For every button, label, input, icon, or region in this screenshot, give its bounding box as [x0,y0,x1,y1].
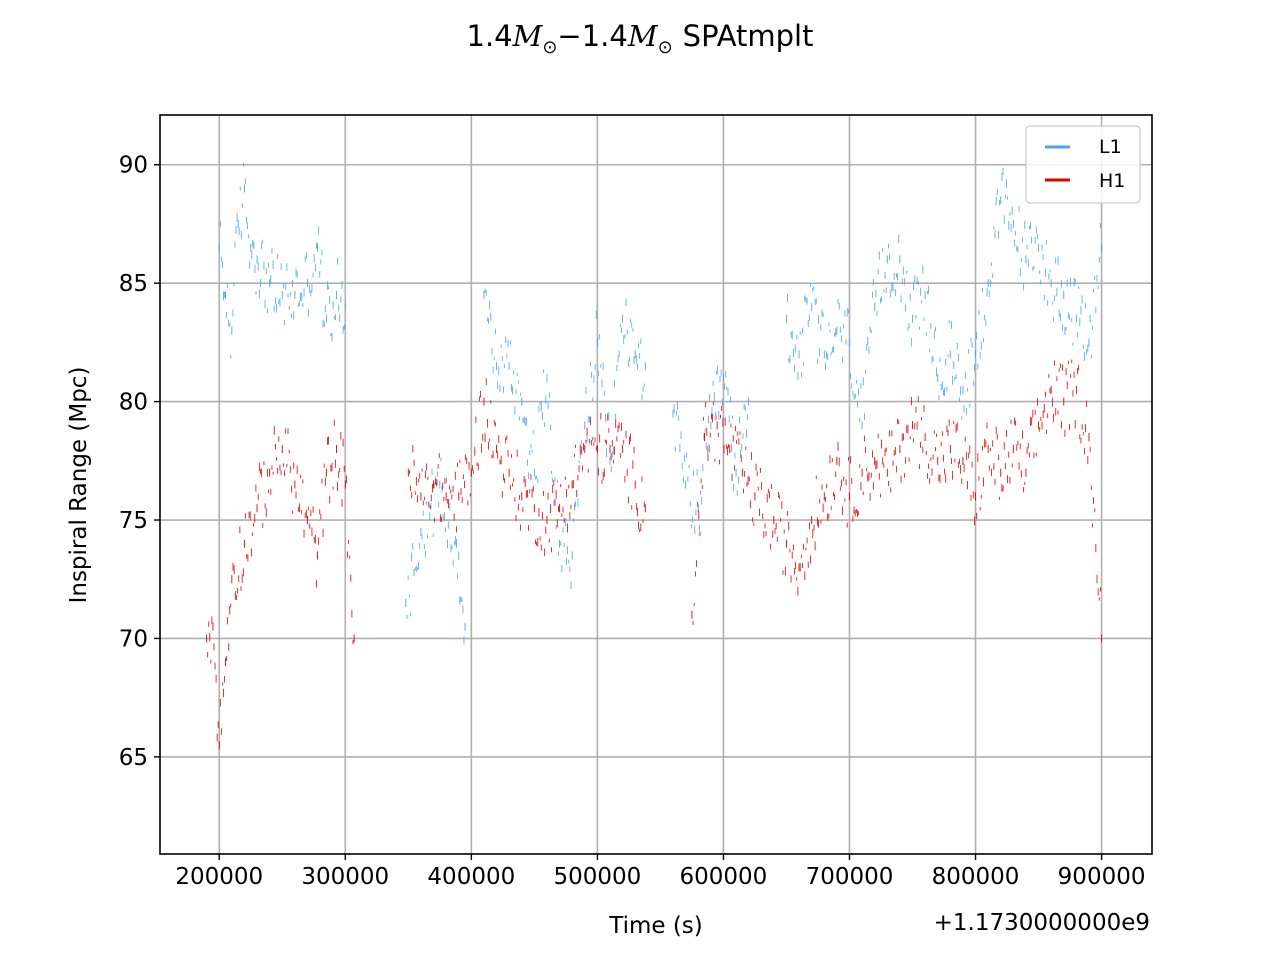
y-axis-label: Inspiral Range (Mpc) [66,367,92,604]
x-tick-label: 900000 [1058,864,1146,890]
title-subscript-1: ⊙ [542,37,557,58]
y-tick-label: 65 [119,745,148,771]
series-h1 [206,359,1103,750]
y-tick-label: 70 [119,626,148,652]
y-tick-label: 75 [119,508,148,534]
title-suffix: SPAtmplt [683,19,814,53]
legend-box [1025,125,1141,204]
x-tick-label: 800000 [932,864,1020,890]
plot-frame [159,114,1153,855]
title-symbol-1: M [512,19,544,53]
x-tick-label: 400000 [427,864,515,890]
y-tick-label: 85 [119,271,148,297]
x-tick-label: 700000 [806,864,894,890]
legend: L1 H1 [1025,125,1141,204]
title-mass-2: 1.4 [582,19,628,53]
grid-lines [160,115,1152,854]
x-tick-label: 200000 [175,864,263,890]
x-axis-offset-label: +1.1730000000e9 [934,910,1150,936]
title-mass-1: 1.4 [467,19,513,53]
x-tick-label: 500000 [553,864,641,890]
data-series [206,162,1103,750]
legend-label-h1: H1 [1099,170,1125,192]
title-separator: − [557,19,581,53]
axis-ticks: 200000 300000 400000 500000 600000 700000 8000… [119,153,1146,890]
y-tick-label: 80 [119,390,148,416]
x-axis-label: Time (s) [608,913,703,939]
title-symbol-2: M [627,19,659,53]
x-tick-label: 300000 [301,864,389,890]
chart-title: 1.4M⊙−1.4M⊙ SPAtmplt [467,19,814,58]
y-tick-label: 90 [119,153,148,179]
title-subscript-2: ⊙ [658,37,673,58]
x-tick-label: 600000 [680,864,768,890]
legend-label-l1: L1 [1099,136,1122,158]
